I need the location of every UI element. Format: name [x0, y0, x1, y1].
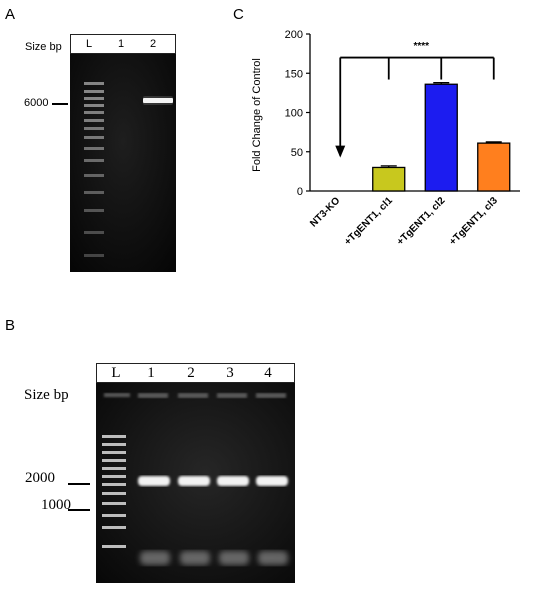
- ladder-bands: [84, 82, 104, 257]
- panel-b-size-label: Size bp: [24, 387, 69, 403]
- wells: [104, 393, 286, 398]
- panel-b-marker-tick: [68, 483, 90, 485]
- y-tick-label: 150: [285, 68, 303, 80]
- panel-b-lane-label: L: [111, 365, 121, 381]
- bars: [372, 82, 511, 192]
- panel-a-marker-tick: [52, 103, 68, 105]
- ladder-bands: [102, 435, 126, 548]
- panel-b-lane-label: 1: [147, 365, 155, 381]
- panel-b-lane-label: 3: [226, 365, 234, 381]
- panel-b-marker-1000: 1000: [41, 497, 71, 513]
- bar-chart: Fold Change of Control 0 50 100 150 200 NT3-…: [251, 29, 520, 248]
- bar: [372, 166, 406, 192]
- panel-a-lane-label: L: [85, 38, 93, 50]
- panel-b-lane-label: 2: [187, 365, 195, 381]
- y-axis: 0 50 100 150 200: [285, 29, 520, 198]
- x-tick-label: +TgENT1, cl3: [447, 195, 500, 248]
- panel-a-gel: [70, 54, 176, 272]
- panel-c-letter: C: [233, 6, 244, 23]
- significance-stars: ****: [413, 41, 429, 52]
- primer-dimer-smears: [140, 551, 288, 565]
- panel-a-letter: A: [5, 6, 16, 23]
- x-axis-labels: NT3-KO +TgENT1, cl1 +TgENT1, cl2 +TgENT1, c…: [308, 195, 500, 248]
- y-tick-label: 50: [291, 147, 303, 159]
- panel-a-gel-header: L 1 2: [70, 34, 176, 54]
- y-axis-label: Fold Change of Control: [251, 58, 263, 172]
- panel-b-marker-tick: [68, 509, 90, 511]
- panel-b-lane-label: 4: [264, 365, 272, 381]
- y-tick-label: 0: [297, 186, 303, 198]
- gel-background: [70, 54, 176, 272]
- panel-a-lane-label: 2: [149, 38, 157, 50]
- y-tick-label: 100: [285, 108, 303, 120]
- panel-b-gel: [96, 383, 295, 583]
- x-tick-label: +TgENT1, cl1: [342, 195, 395, 248]
- arrow-head: [335, 145, 346, 158]
- x-tick-label: NT3-KO: [308, 195, 342, 229]
- panel-b-gel-header: L 1 2 3 4: [96, 363, 295, 383]
- lane-2-band: [143, 98, 173, 103]
- y-tick-label: 200: [285, 29, 303, 41]
- lane-bands: [138, 476, 288, 486]
- panel-b-letter: B: [5, 317, 16, 334]
- panel-a-marker-6000: 6000: [24, 97, 49, 109]
- panel-a-size-label: Size bp: [25, 41, 62, 53]
- bar: [477, 142, 511, 192]
- significance-bracket: [335, 56, 495, 158]
- x-tick-label: +TgENT1, cl2: [395, 195, 448, 248]
- panel-b-marker-2000: 2000: [25, 470, 55, 486]
- panel-a-lane-label: 1: [117, 38, 125, 50]
- bar: [424, 83, 458, 192]
